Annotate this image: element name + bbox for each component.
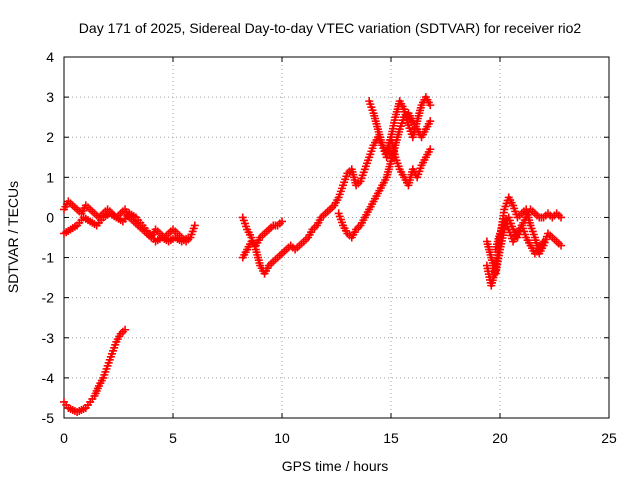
data-points <box>60 93 566 416</box>
x-axis-label: GPS time / hours <box>282 458 389 474</box>
chart-title: Day 171 of 2025, Sidereal Day-to-day VTE… <box>79 20 582 36</box>
y-tick-label: 4 <box>46 49 54 65</box>
y-tick-label: 1 <box>46 169 54 185</box>
axis-ticks: 0 5 10 15 20 25 -5 -4 -3 -2 -1 0 1 2 3 4 <box>42 49 617 446</box>
y-tick-label: -3 <box>42 330 55 346</box>
y-tick-label: -5 <box>42 410 55 426</box>
x-tick-label: 10 <box>274 430 290 446</box>
data-point <box>426 145 435 154</box>
y-tick-label: -2 <box>42 290 55 306</box>
data-point <box>278 217 286 226</box>
segment-10 <box>491 217 548 258</box>
segment-5 <box>238 133 435 278</box>
y-tick-label: 0 <box>46 209 54 225</box>
data-point <box>121 325 130 334</box>
x-tick-label: 15 <box>383 430 399 446</box>
data-point <box>557 213 566 222</box>
plot-frame <box>63 56 610 419</box>
segment-3 <box>60 325 130 416</box>
x-tick-label: 20 <box>492 430 508 446</box>
data-point <box>426 117 435 126</box>
x-tick-label: 0 <box>60 430 68 446</box>
data-point <box>184 233 193 242</box>
segment-7 <box>365 93 435 162</box>
segment-2 <box>60 209 193 246</box>
y-axis-label: SDTVAR / TECUs <box>5 181 21 293</box>
y-tick-label: 3 <box>46 89 54 105</box>
x-tick-label: 25 <box>601 430 617 446</box>
y-tick-label: -1 <box>42 250 55 266</box>
y-tick-label: 2 <box>46 129 54 145</box>
segment-6 <box>334 109 435 242</box>
x-tick-label: 5 <box>169 430 177 446</box>
grid <box>64 57 609 418</box>
data-point <box>539 237 548 246</box>
data-point <box>557 241 566 250</box>
y-tick-label: -4 <box>42 370 55 386</box>
segment-9 <box>482 205 566 278</box>
data-point <box>426 101 435 110</box>
data-point <box>190 221 199 230</box>
